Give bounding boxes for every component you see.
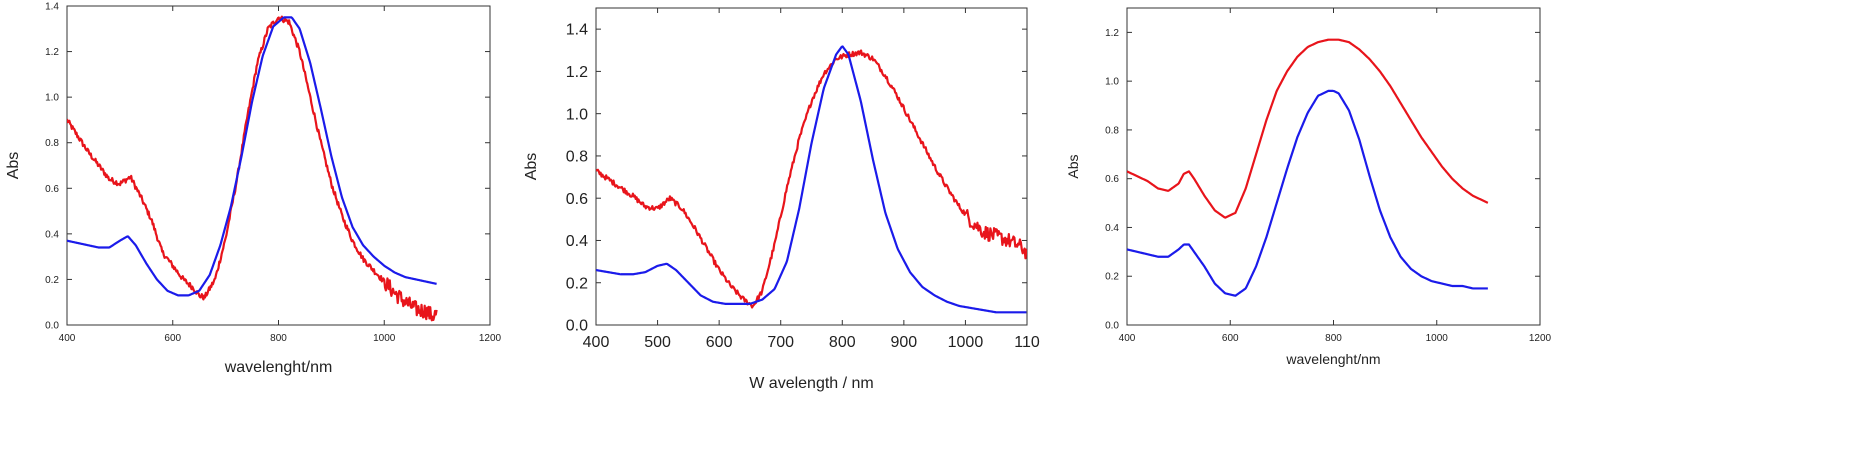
- x-tick-label: 400: [583, 334, 610, 351]
- y-tick-label: 0.8: [45, 138, 59, 149]
- y-tick-label: 0.2: [566, 275, 588, 292]
- x-tick-label: 700: [767, 334, 794, 351]
- x-tick-label: 1000: [373, 333, 396, 344]
- x-tick-label: 1200: [479, 333, 502, 344]
- series-line-1: [67, 15, 438, 322]
- series-line-2: [67, 16, 437, 297]
- y-axis-label: Abs: [523, 153, 540, 181]
- y-tick-label: 0.8: [566, 149, 588, 166]
- plot-frame: [595, 7, 1028, 326]
- y-tick-label: 1.2: [45, 47, 59, 58]
- plot-frame: [1126, 7, 1541, 326]
- y-tick-label: 0.8: [1105, 125, 1119, 136]
- y-tick-label: 0.6: [566, 191, 588, 208]
- x-tick-label: 1000: [948, 334, 984, 351]
- y-tick-label: 0.0: [566, 318, 588, 335]
- y-axis-label: Abs: [1065, 154, 1081, 178]
- x-tick-label: 900: [891, 334, 918, 351]
- y-tick-label: 0.0: [45, 321, 59, 332]
- chart-3: 400 600 800 1000 1200 0.0 0.2 0.4 0.6 0.8 1.0 1.2 wa…: [1065, 7, 1552, 367]
- x-tick-label: 1200: [1529, 333, 1552, 344]
- x-axis-label: wavelenght/nm: [1285, 351, 1380, 367]
- x-axis-label: W avelength / nm: [749, 375, 874, 392]
- x-tick-label: 400: [1119, 333, 1136, 344]
- x-tick-label: 800: [270, 333, 287, 344]
- y-tick-label: 1.2: [1105, 28, 1119, 39]
- chart-2: 400 500 600 700 800 900 1000 110 0.0 0.2 0.4 0.6 0.8…: [523, 7, 1040, 392]
- y-axis-label: Abs: [5, 152, 22, 180]
- y-tick-label: 1.4: [566, 22, 588, 39]
- chart-1: 400 600 800 1000 1200 0.0 0.2 0.4 0.6 0.8 1.0 1.2 1.…: [5, 2, 502, 377]
- x-tick-label: 1000: [1426, 333, 1449, 344]
- x-tick-label: 400: [59, 333, 76, 344]
- y-tick-label: 0.4: [566, 233, 588, 250]
- y-tick-label: 1.0: [1105, 77, 1119, 88]
- y-tick-label: 0.2: [1105, 272, 1119, 283]
- y-tick-label: 0.2: [45, 275, 59, 286]
- x-tick-label: 600: [1222, 333, 1239, 344]
- x-tick-label: 800: [829, 334, 856, 351]
- plot-frame: [66, 5, 491, 326]
- series-line-2: [1127, 89, 1489, 297]
- y-tick-label: 1.2: [566, 64, 588, 81]
- y-tick-label: 0.0: [1105, 321, 1119, 332]
- y-tick-label: 0.6: [45, 184, 59, 195]
- series-line-1: [596, 49, 1027, 309]
- y-tick-label: 1.0: [566, 106, 588, 123]
- y-tick-label: 0.4: [45, 229, 59, 240]
- y-tick-label: 0.4: [1105, 223, 1119, 234]
- y-tick-label: 1.4: [45, 2, 59, 13]
- x-axis-label: wavelenght/nm: [224, 359, 333, 376]
- x-tick-label: 110: [1014, 334, 1040, 351]
- series-line-2: [596, 45, 1027, 314]
- x-tick-label: 600: [164, 333, 181, 344]
- series-line-1: [1127, 38, 1489, 219]
- y-tick-label: 0.6: [1105, 174, 1119, 185]
- y-tick-label: 1.0: [45, 93, 59, 104]
- x-tick-label: 800: [1325, 333, 1342, 344]
- x-tick-label: 500: [644, 334, 671, 351]
- x-tick-label: 600: [706, 334, 733, 351]
